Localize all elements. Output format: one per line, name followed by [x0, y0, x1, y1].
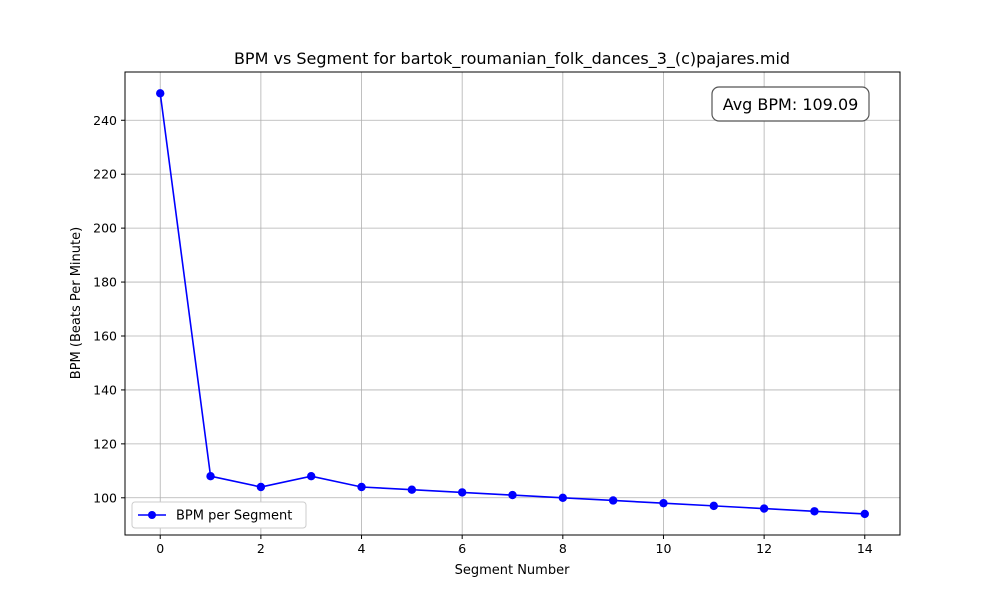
data-point	[357, 482, 366, 492]
x-tick-label: 10	[656, 541, 672, 556]
y-tick-label: 100	[93, 490, 117, 505]
x-tick-label: 2	[257, 541, 265, 556]
legend-marker-swatch	[148, 511, 156, 519]
legend-box	[131, 501, 307, 529]
grid-layer	[125, 72, 900, 535]
avg-bpm-text: Avg BPM: 109.09	[723, 95, 859, 114]
chart-title: BPM vs Segment for bartok_roumanian_folk…	[234, 49, 790, 69]
y-tick-label: 200	[93, 221, 117, 236]
y-axis-label: BPM (Beats Per Minute)	[69, 227, 84, 379]
x-tick-label: 6	[458, 541, 466, 556]
data-point	[810, 507, 819, 516]
data-point	[307, 472, 316, 481]
x-axis-label: Segment Number	[455, 563, 571, 578]
data-point	[508, 490, 517, 500]
x-tick-label: 14	[857, 541, 873, 556]
data-point	[558, 493, 568, 502]
y-tick-label: 180	[93, 275, 117, 290]
data-point	[407, 485, 417, 494]
x-tick-label: 4	[358, 541, 366, 556]
data-point	[608, 496, 618, 505]
legend: BPM per Segment	[131, 501, 307, 529]
avg-bpm-annotation: Avg BPM: 109.09	[711, 86, 870, 122]
series-layer	[156, 89, 869, 519]
x-tick-label: 12	[756, 541, 772, 556]
y-tick-label: 220	[93, 167, 117, 182]
data-point	[156, 89, 165, 98]
data-point	[759, 504, 769, 513]
series-line	[159, 93, 865, 515]
y-tick-label: 140	[93, 382, 117, 397]
axis-layer: 0 2 4 6 8 10 12 14 100 120 140 160 180 200 220 240	[93, 71, 901, 556]
y-tick-label: 120	[93, 436, 117, 451]
y-tick-label: 240	[93, 113, 117, 128]
data-point	[709, 501, 718, 511]
data-point	[256, 482, 266, 492]
avg-bpm-box	[711, 86, 870, 122]
data-point	[659, 498, 668, 508]
data-point	[206, 472, 215, 481]
x-tick-label: 0	[156, 541, 164, 556]
data-point	[457, 488, 467, 497]
y-tick-label: 160	[93, 328, 117, 343]
plot-frame	[124, 71, 901, 536]
legend-label: BPM per Segment	[176, 509, 292, 524]
data-point	[860, 509, 869, 519]
x-tick-label: 8	[559, 541, 567, 556]
